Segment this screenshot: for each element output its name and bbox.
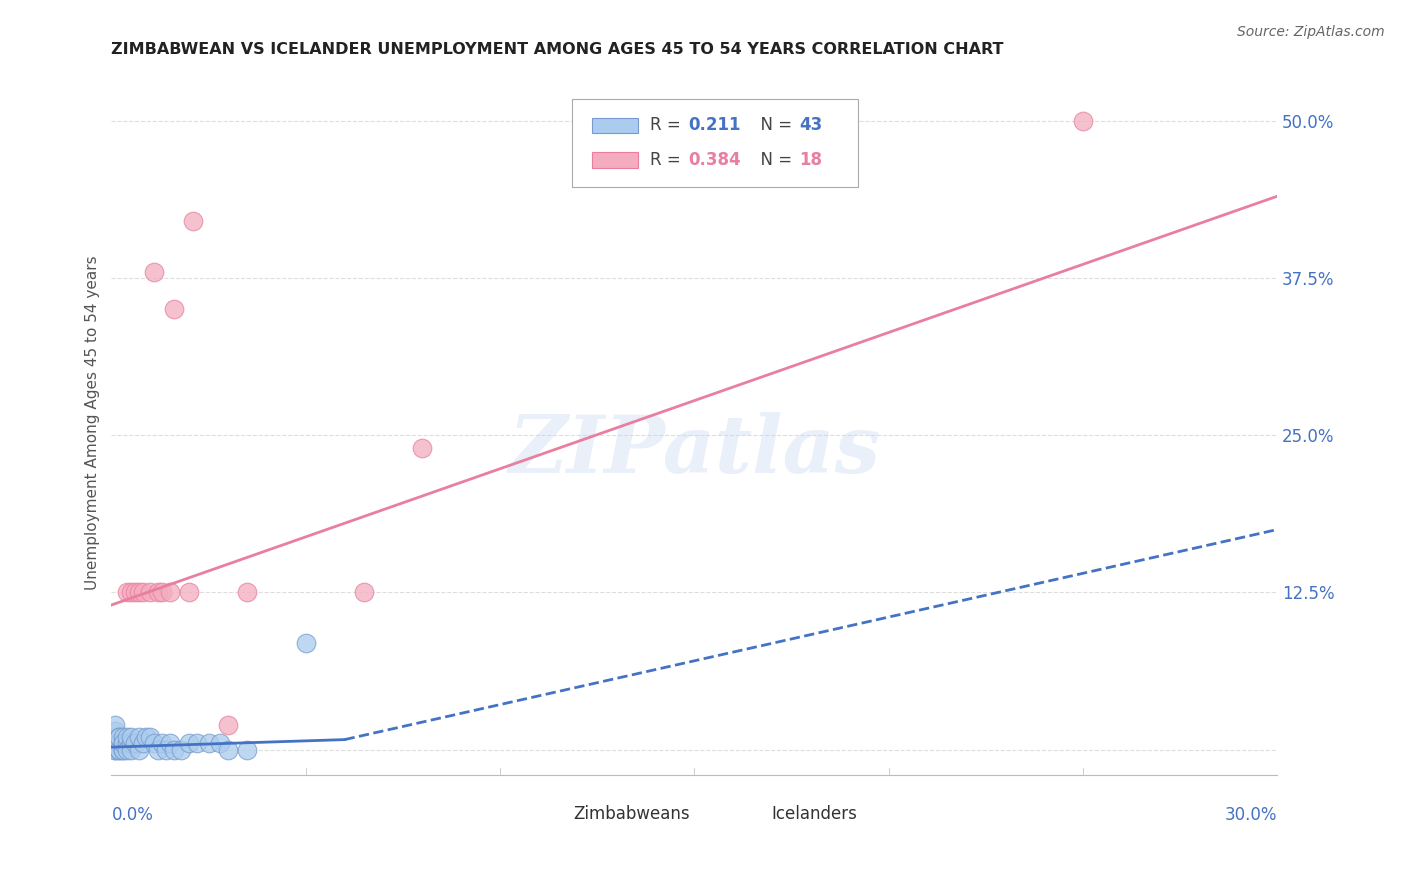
Point [143,265,166,279]
Point [131,736,153,750]
Point [108,742,131,756]
FancyBboxPatch shape [572,99,858,186]
Point [155,742,177,756]
Text: 0.211: 0.211 [689,116,741,135]
Point [197,736,219,750]
Point [104,742,127,756]
Point [143,736,166,750]
Point [128,730,150,744]
Text: ZIPatlas: ZIPatlas [509,412,880,490]
Point [104,742,127,756]
Point [179,585,201,599]
Text: Zimbabweans: Zimbabweans [574,805,690,823]
Point [104,736,127,750]
Point [146,585,169,599]
Text: 0.0%: 0.0% [111,806,153,824]
Text: Icelanders: Icelanders [772,805,858,823]
Text: 43: 43 [799,116,823,135]
Point [108,742,131,756]
Point [112,736,135,750]
Y-axis label: Unemployment Among Ages 45 to 54 years: Unemployment Among Ages 45 to 54 years [86,255,100,590]
Point [131,585,153,599]
Point [115,736,138,750]
Text: ZIMBABWEAN VS ICELANDER UNEMPLOYMENT AMONG AGES 45 TO 54 YEARS CORRELATION CHART: ZIMBABWEAN VS ICELANDER UNEMPLOYMENT AMO… [111,42,1004,57]
Text: 30.0%: 30.0% [1225,806,1277,824]
Point [112,730,135,744]
Text: 18: 18 [799,151,823,169]
Point [135,730,157,744]
Point [108,736,131,750]
Point [115,585,138,599]
Point [236,742,259,756]
Point [120,730,142,744]
Point [120,585,142,599]
Point [411,441,433,455]
Point [139,585,162,599]
Point [104,730,127,744]
Point [162,742,184,756]
Point [353,585,375,599]
Point [217,717,239,731]
Point [179,736,201,750]
Point [108,736,131,750]
Text: N =: N = [751,116,797,135]
Point [181,214,204,228]
Point [186,736,208,750]
Point [104,723,127,738]
Point [115,742,138,756]
Point [120,736,142,750]
Point [159,736,181,750]
Point [112,742,135,756]
Point [150,585,173,599]
Bar [537,808,567,821]
Point [1071,113,1094,128]
Point [124,736,146,750]
Point [162,302,184,317]
Point [120,742,142,756]
Text: Source: ZipAtlas.com: Source: ZipAtlas.com [1237,25,1385,39]
Point [217,742,239,756]
Point [209,736,232,750]
Point [139,730,162,744]
Bar [592,118,638,133]
Point [236,585,259,599]
Point [112,736,135,750]
Bar [735,808,765,821]
Point [170,742,193,756]
Text: R =: R = [650,151,686,169]
Point [108,730,131,744]
Point [128,585,150,599]
Point [294,636,316,650]
Bar [592,153,638,168]
Point [128,742,150,756]
Point [108,730,131,744]
Point [124,585,146,599]
Point [159,585,181,599]
Point [146,742,169,756]
Text: 0.384: 0.384 [689,151,741,169]
Point [104,717,127,731]
Point [150,736,173,750]
Text: N =: N = [751,151,797,169]
Point [115,730,138,744]
Text: R =: R = [650,116,686,135]
Point [112,742,135,756]
